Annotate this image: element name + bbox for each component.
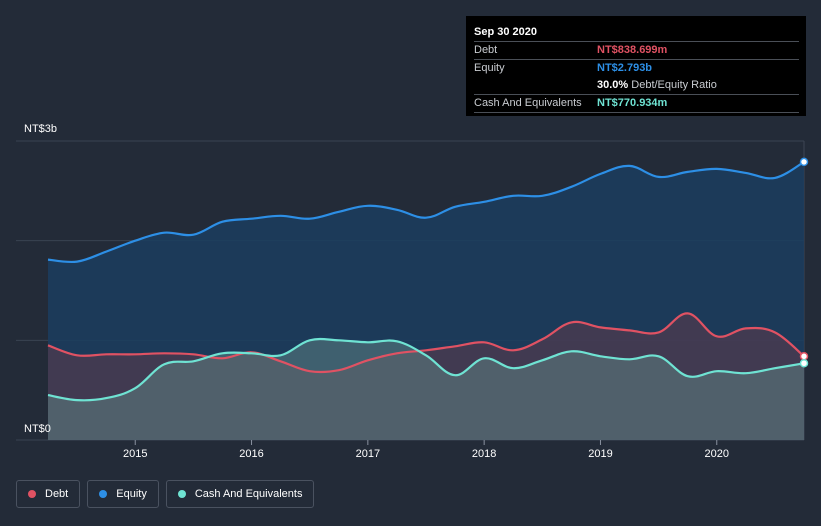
- y-tick-label-3: NT$3b: [24, 123, 57, 135]
- equity-end-point: [799, 157, 809, 167]
- x-tick-label-2015: 2015: [123, 448, 147, 460]
- chart-tooltip: Sep 30 2020 Debt NT$838.699m Equity NT$2…: [466, 16, 806, 116]
- y-tick-label-0: NT$0: [24, 423, 51, 435]
- tooltip-ratio-label: Debt/Equity Ratio: [631, 79, 717, 91]
- cash-line: [47, 337, 805, 402]
- x-tick-label-2018: 2018: [472, 448, 496, 460]
- tooltip-ratio-value: 30.0%: [597, 79, 629, 91]
- area-layer: [48, 161, 804, 440]
- tooltip-row-cash: Cash And Equivalents NT$770.934m: [474, 94, 799, 113]
- x-tick-label-2016: 2016: [239, 448, 263, 460]
- tooltip-row-equity: Equity NT$2.793b: [474, 59, 799, 77]
- legend-item-cash[interactable]: Cash And Equivalents: [165, 480, 315, 508]
- legend-label-debt: Debt: [45, 488, 69, 500]
- cash-end-point: [799, 359, 809, 368]
- legend-dot-cash-icon: [177, 490, 186, 498]
- legend-dot-debt-icon: [28, 490, 36, 498]
- tooltip-equity-value: NT$2.793b: [597, 62, 653, 74]
- tooltip-date: Sep 30 2020: [474, 26, 537, 38]
- x-tick-label-2019: 2019: [588, 448, 612, 460]
- cash-area: [48, 339, 804, 440]
- debt-end-point: [799, 352, 809, 361]
- line-layer: [47, 160, 805, 402]
- chart-legend: Debt Equity Cash And Equivalents: [16, 480, 321, 508]
- legend-label-equity: Equity: [116, 488, 147, 500]
- tooltip-ratio-spacer: [474, 77, 597, 94]
- tooltip-cash-label: Cash And Equivalents: [474, 97, 582, 109]
- tooltip-ratio: 30.0% Debt/Equity Ratio: [597, 77, 717, 94]
- equity-line: [47, 160, 805, 264]
- legend-label-cash: Cash And Equivalents: [194, 488, 303, 500]
- legend-item-equity[interactable]: Equity: [87, 480, 159, 508]
- tooltip-debt-value: NT$838.699m: [597, 44, 668, 56]
- tooltip-cash-value: NT$770.934m: [597, 97, 668, 109]
- tooltip-row-debt: Debt NT$838.699m: [474, 41, 799, 59]
- tooltip-equity-label: Equity: [474, 62, 505, 74]
- label-layer: NT$3b NT$0 2015 2016 2017 2018 2019 2020: [24, 123, 729, 460]
- x-tick-label-2017: 2017: [356, 448, 380, 460]
- tooltip-row-ratio: 30.0% Debt/Equity Ratio: [474, 77, 799, 94]
- debt-line: [47, 312, 805, 374]
- legend-item-debt[interactable]: Debt: [16, 480, 81, 508]
- tooltip-debt-label: Debt: [474, 44, 498, 56]
- marker-layer: [799, 157, 809, 368]
- legend-dot-equity-icon: [99, 490, 108, 498]
- x-tick-label-2020: 2020: [705, 448, 729, 460]
